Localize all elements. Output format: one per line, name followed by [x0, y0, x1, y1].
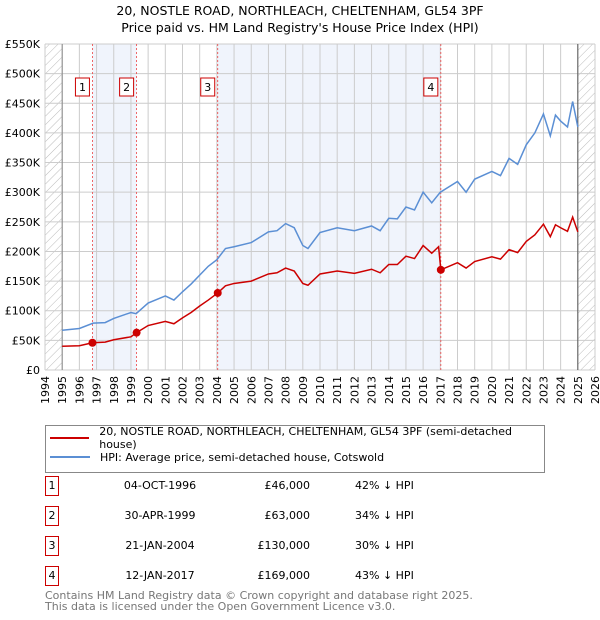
x-tick-label: 1995	[56, 376, 69, 404]
sale-date: 04-OCT-1996	[123, 479, 197, 492]
x-tick-label: 2012	[348, 376, 361, 404]
footer-licence: This data is licensed under the Open Gov…	[45, 600, 396, 613]
y-tick-label: £100K	[5, 305, 41, 318]
x-tick-label: 2026	[589, 376, 600, 404]
sale-date: 21-JAN-2004	[125, 539, 195, 552]
x-tick-label: 2023	[537, 376, 550, 404]
x-tick-label: 2005	[228, 376, 241, 404]
sale-label-box	[119, 77, 135, 97]
y-tick-label: £0	[26, 364, 40, 377]
y-tick-label: £500K	[5, 68, 41, 81]
sale-date: 30-APR-1999	[124, 509, 196, 522]
hatched-region-pre	[45, 44, 63, 370]
x-tick-label: 2011	[331, 376, 344, 404]
x-tick-label: 2007	[262, 376, 275, 404]
shaded-period	[217, 44, 441, 370]
x-tick-label: 2004	[211, 376, 224, 404]
y-tick-label: £50K	[12, 334, 41, 347]
sale-row: 4 12-JAN-2017 £169,000 43% ↓ HPI	[45, 566, 600, 586]
sale-hpi-diff: 30% ↓ HPI	[355, 539, 414, 552]
x-tick-label: 2016	[417, 376, 430, 404]
x-tick-label: 2002	[177, 376, 190, 404]
x-tick-label: 2001	[159, 376, 172, 404]
legend-swatch	[50, 437, 90, 439]
x-tick-label: 2015	[400, 376, 413, 404]
sale-row: 2 30-APR-1999 £63,000 34% ↓ HPI	[45, 506, 600, 526]
sale-price: £169,000	[257, 569, 311, 582]
x-tick-label: 2013	[366, 376, 379, 404]
y-tick-label: £300K	[5, 186, 41, 199]
sale-label-box	[423, 77, 439, 97]
sale-label: 2	[123, 81, 130, 94]
sale-number: 3	[45, 536, 59, 556]
sale-label: 1	[79, 81, 86, 94]
sale-price: £63,000	[264, 509, 311, 522]
x-tick-label: 2017	[434, 376, 447, 404]
y-tick-label: £250K	[5, 216, 41, 229]
shaded-period	[92, 44, 137, 370]
x-tick-label: 2000	[142, 376, 155, 404]
x-tick-label: 2025	[572, 376, 585, 404]
x-tick-label: 2014	[383, 376, 396, 404]
x-tick-label: 1994	[39, 376, 52, 404]
y-tick-label: £550K	[5, 38, 41, 51]
x-tick-label: 2008	[280, 376, 293, 404]
y-tick-label: £150K	[5, 275, 41, 288]
sale-label-box	[200, 77, 216, 97]
chart-title: 20, NOSTLE ROAD, NORTHLEACH, CHELTENHAM,…	[116, 3, 484, 18]
y-tick-label: £350K	[5, 157, 41, 170]
chart-subtitle: Price paid vs. HM Land Registry's House …	[121, 20, 479, 35]
sale-label: 4	[427, 81, 434, 94]
legend-swatch	[50, 456, 90, 458]
sale-point	[213, 288, 222, 297]
hpi-line	[62, 101, 579, 332]
x-tick-label: 2018	[452, 376, 465, 404]
legend: 20, NOSTLE ROAD, NORTHLEACH, CHELTENHAM,…	[45, 425, 545, 473]
sale-label-box	[74, 77, 90, 97]
y-tick-label: £450K	[5, 97, 41, 110]
x-tick-label: 2019	[469, 376, 482, 404]
sale-date: 12-JAN-2017	[125, 569, 195, 582]
sale-hpi-diff: 42% ↓ HPI	[355, 479, 414, 492]
sale-price: £46,000	[264, 479, 311, 492]
plot-area: 1994 1995 1996 1997 1998 1999 2000 2001 2002 2003…	[5, 38, 600, 404]
x-tick-label: 2009	[297, 376, 310, 404]
x-tick-label: 2024	[555, 376, 568, 404]
property-price-line	[62, 214, 579, 348]
footer-copyright: Contains HM Land Registry data © Crown c…	[45, 589, 473, 602]
legend-label: 20, NOSTLE ROAD, NORTHLEACH, CHELTENHAM,…	[99, 425, 512, 451]
sale-row: 1 04-OCT-1996 £46,000 42% ↓ HPI	[45, 476, 600, 496]
x-tick-label: 1996	[73, 376, 86, 404]
x-tick-label: 2006	[245, 376, 258, 404]
sale-hpi-diff: 43% ↓ HPI	[355, 569, 414, 582]
x-tick-label: 2021	[503, 376, 516, 404]
sale-number: 4	[45, 566, 59, 586]
hatched-region-post	[577, 44, 595, 370]
legend-item-hpi: HPI: Average price, semi-detached house,…	[50, 449, 384, 465]
sale-hpi-diff: 34% ↓ HPI	[355, 509, 414, 522]
legend-item-property: 20, NOSTLE ROAD, NORTHLEACH, CHELTENHAM,…	[50, 425, 544, 451]
y-tick-label: £400K	[5, 127, 41, 140]
x-tick-label: 2010	[314, 376, 327, 404]
sale-number: 1	[45, 476, 59, 496]
x-tick-label: 2003	[194, 376, 207, 404]
sale-row: 3 21-JAN-2004 £130,000 30% ↓ HPI	[45, 536, 600, 556]
sale-point	[132, 328, 141, 337]
x-tick-label: 1999	[125, 376, 138, 404]
x-tick-label: 2020	[486, 376, 499, 404]
x-tick-label: 2022	[520, 376, 533, 404]
x-tick-label: 1998	[108, 376, 121, 404]
sale-number: 2	[45, 506, 59, 526]
y-tick-label: £200K	[5, 245, 41, 258]
sale-point	[88, 338, 97, 347]
sale-price: £130,000	[257, 539, 311, 552]
x-tick-label: 1997	[91, 376, 104, 404]
sale-label: 3	[204, 81, 211, 94]
legend-label: HPI: Average price, semi-detached house,…	[100, 450, 385, 464]
sale-point	[436, 265, 445, 274]
